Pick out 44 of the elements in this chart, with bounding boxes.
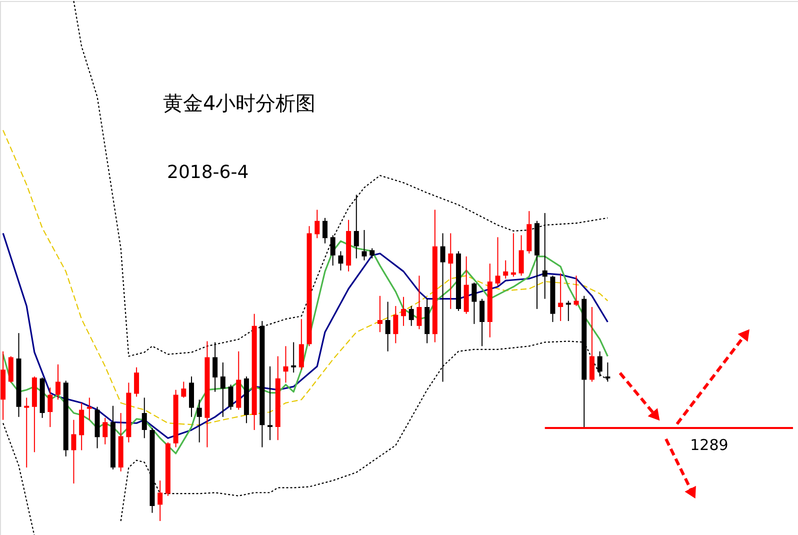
candlestick — [495, 236, 500, 286]
candlestick — [558, 272, 564, 322]
candlestick — [102, 417, 108, 445]
candlestick — [362, 230, 367, 261]
candlestick — [393, 306, 398, 344]
candlestick — [480, 298, 485, 347]
candlestick — [370, 248, 375, 259]
candlestick — [134, 366, 140, 398]
candlestick — [268, 366, 273, 441]
candlestick — [283, 346, 288, 384]
candlestick — [56, 364, 61, 400]
candlestick — [71, 419, 76, 484]
candlestick — [24, 397, 30, 468]
candlestick — [142, 397, 147, 439]
candlestick — [48, 387, 53, 428]
candlestick — [86, 397, 92, 420]
candlestick — [196, 399, 202, 443]
candlestick — [298, 318, 304, 370]
candlestick — [181, 381, 186, 398]
candlestick — [322, 217, 328, 244]
candlestick — [158, 480, 163, 522]
candlestick — [354, 194, 359, 259]
candlestick — [503, 260, 508, 280]
candlestick — [416, 275, 422, 330]
candlestick — [291, 342, 296, 374]
candlestick — [574, 275, 579, 307]
candlestick — [385, 301, 390, 352]
candlestick — [338, 250, 344, 271]
candlestick — [542, 212, 548, 300]
candlestick — [597, 350, 602, 377]
candlestick — [518, 234, 524, 276]
candlestick — [228, 384, 234, 410]
candlestick — [448, 232, 454, 310]
chart-title: 黄金4小时分析图 — [163, 91, 316, 115]
candlestick — [377, 295, 382, 333]
candlestick — [314, 209, 320, 239]
chart-subtitle: 2018-6-4 — [167, 162, 249, 183]
candlestick — [330, 234, 336, 266]
candlestick — [408, 306, 414, 326]
candlestick — [589, 306, 594, 382]
candlestick — [472, 282, 477, 324]
text: 1289 — [690, 436, 728, 454]
candlestick — [401, 296, 406, 326]
candlestick — [220, 362, 226, 418]
